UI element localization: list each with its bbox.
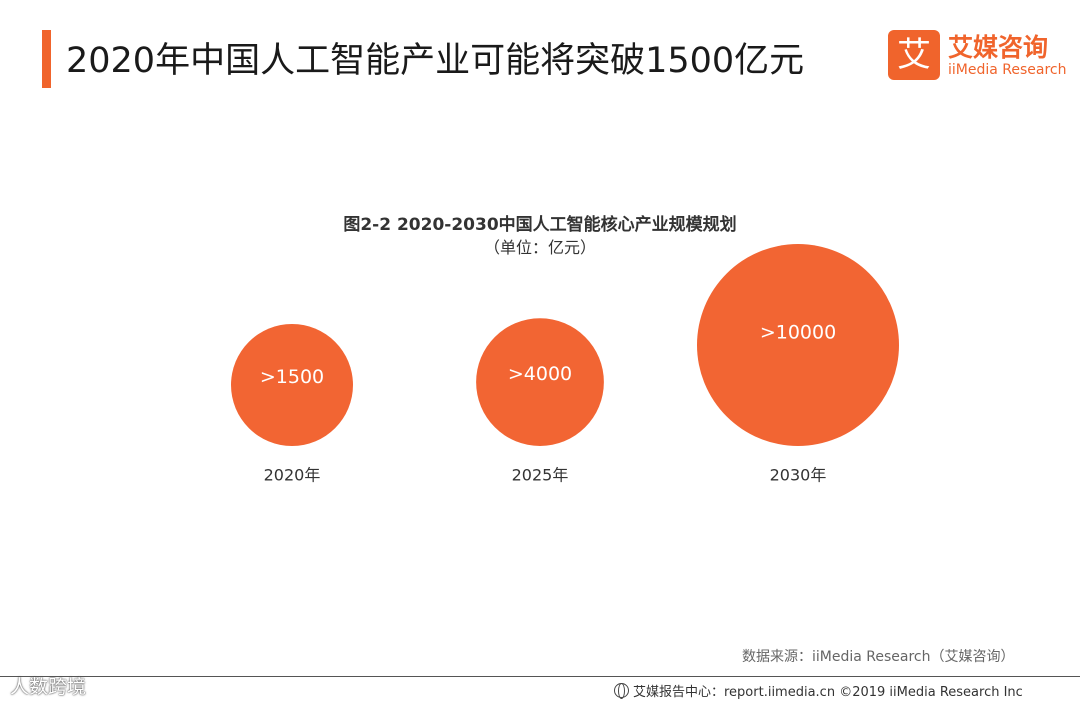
globe-icon xyxy=(614,683,629,699)
page-title: 2020年中国人工智能产业可能将突破1500亿元 xyxy=(66,41,805,81)
bubble-value-label-0: >1500 xyxy=(260,366,324,388)
chart-title: 图2-2 2020-2030中国人工智能核心产业规模规划 xyxy=(343,215,737,235)
watermark: 人数跨境 xyxy=(10,676,87,698)
footer: 艾媒报告中心：report.iimedia.cn ©2019 iiMedia R… xyxy=(614,681,1023,700)
bubble-value-label-2: >10000 xyxy=(760,321,836,343)
logo-mark: 艾 xyxy=(888,30,940,80)
logo-name-cn: 艾媒咨询 xyxy=(948,33,1049,62)
bubble-value-label-1: >4000 xyxy=(508,363,572,385)
data-source: 数据来源：iiMedia Research（艾媒咨询） xyxy=(742,649,1015,665)
bubble-2 xyxy=(697,244,899,446)
bubble-1 xyxy=(476,318,604,446)
bubble-0 xyxy=(231,324,353,446)
footer-divider xyxy=(0,676,1080,677)
title-accent-bar xyxy=(42,30,51,88)
chart-subtitle: （单位：亿元） xyxy=(483,238,596,257)
category-label-0: 2020年 xyxy=(264,466,321,485)
footer-text: 艾媒报告中心：report.iimedia.cn ©2019 iiMedia R… xyxy=(633,685,1023,700)
brand-logo: 艾 艾媒咨询 iiMedia Research xyxy=(888,27,1068,83)
logo-name-en: iiMedia Research xyxy=(948,62,1067,78)
category-label-1: 2025年 xyxy=(512,466,569,485)
category-label-2: 2030年 xyxy=(770,466,827,485)
